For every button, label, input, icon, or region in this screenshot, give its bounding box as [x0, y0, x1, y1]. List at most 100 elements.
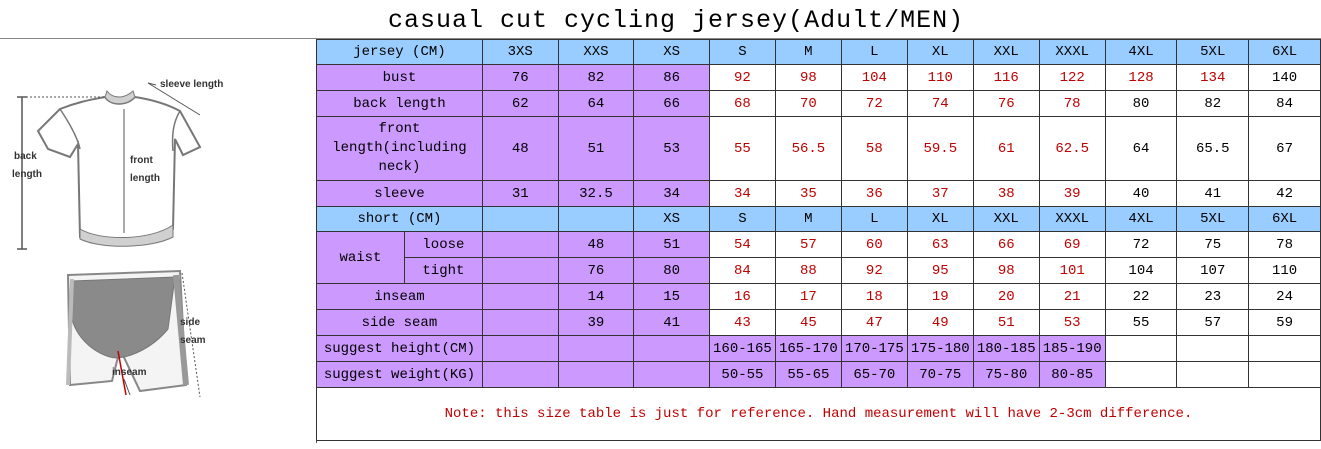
size-cell: S: [708, 206, 776, 232]
reference-note: Note: this size table is just for refere…: [316, 387, 1321, 441]
value-cell: 70: [774, 90, 842, 117]
value-cell: 55: [1104, 309, 1178, 336]
value-cell: 76: [972, 90, 1040, 117]
value-cell: 48: [557, 231, 635, 258]
value-cell: 76: [481, 64, 559, 91]
value-cell: [481, 257, 559, 284]
value-cell: 175-180: [906, 335, 974, 362]
value-cell: 82: [557, 64, 635, 91]
value-cell: [481, 231, 559, 258]
size-cell: [557, 206, 635, 232]
value-cell: 21: [1038, 283, 1106, 310]
value-cell: [633, 361, 710, 388]
value-cell: 18: [840, 283, 908, 310]
value-cell: 65-70: [840, 361, 908, 388]
jersey-header-label: jersey (CM): [316, 39, 483, 65]
value-cell: 39: [1038, 180, 1106, 207]
front-length-row: front length(including neck) 48 51 53 55…: [316, 116, 1321, 181]
size-cell: XXL: [972, 39, 1040, 65]
value-cell: 16: [708, 283, 776, 310]
value-cell: 59: [1248, 309, 1321, 336]
value-cell: 47: [840, 309, 908, 336]
value-cell: 140: [1248, 64, 1321, 91]
size-cell: L: [840, 206, 908, 232]
value-cell: 56.5: [774, 116, 842, 181]
row-label: suggest weight(KG): [316, 361, 483, 388]
value-cell: 43: [708, 309, 776, 336]
back-length-label-2: length: [12, 169, 42, 180]
sleeve-row: sleeve 31 32.5 34 34 35 36 37 38 39 40 4…: [316, 180, 1321, 207]
jersey-header-row: jersey (CM) 3XS XXS XS S M L XL XXL XXXL…: [316, 39, 1321, 65]
value-cell: [1104, 335, 1178, 362]
value-cell: [633, 335, 710, 362]
value-cell: 53: [633, 116, 710, 181]
value-cell: [1176, 335, 1250, 362]
value-cell: 20: [972, 283, 1040, 310]
value-cell: 60: [840, 231, 908, 258]
size-cell: XL: [906, 39, 974, 65]
value-cell: 78: [1038, 90, 1106, 117]
value-cell: 24: [1248, 283, 1321, 310]
value-cell: 110: [1248, 257, 1321, 284]
value-cell: 58: [840, 116, 908, 181]
value-cell: 80: [1104, 90, 1178, 117]
value-cell: 122: [1038, 64, 1106, 91]
value-cell: 57: [1176, 309, 1250, 336]
value-cell: 88: [774, 257, 842, 284]
value-cell: 75-80: [972, 361, 1040, 388]
inseam-row: inseam 14 15 16 17 18 19 20 21 22 23 24: [316, 283, 1321, 310]
value-cell: [1176, 361, 1250, 388]
title-divider: [0, 38, 1321, 39]
value-cell: 180-185: [972, 335, 1040, 362]
size-cell: XXXL: [1038, 39, 1106, 65]
size-cell: [481, 206, 559, 232]
row-label: side seam: [316, 309, 483, 336]
value-cell: 104: [840, 64, 908, 91]
value-cell: [1104, 361, 1178, 388]
value-cell: 67: [1248, 116, 1321, 181]
size-cell: 5XL: [1176, 206, 1250, 232]
value-cell: 55-65: [774, 361, 842, 388]
value-cell: 86: [633, 64, 710, 91]
value-cell: 61: [972, 116, 1040, 181]
jersey-figure: [17, 82, 202, 250]
value-cell: [481, 335, 559, 362]
value-cell: 34: [633, 180, 710, 207]
row-label: bust: [316, 64, 483, 91]
size-cell: S: [708, 39, 776, 65]
value-cell: 116: [972, 64, 1040, 91]
value-cell: 39: [557, 309, 635, 336]
waist-tight-row: tight 76 80 84 88 92 95 98 101 104 107 1…: [317, 257, 1321, 284]
value-cell: 40: [1104, 180, 1178, 207]
value-cell: 80: [633, 257, 710, 284]
value-cell: [1248, 361, 1321, 388]
value-cell: 19: [906, 283, 974, 310]
value-cell: 15: [633, 283, 710, 310]
value-cell: 37: [906, 180, 974, 207]
value-cell: 14: [557, 283, 635, 310]
value-cell: 70-75: [906, 361, 974, 388]
value-cell: 59.5: [906, 116, 974, 181]
value-cell: 128: [1104, 64, 1178, 91]
value-cell: 51: [557, 116, 635, 181]
size-cell: XL: [906, 206, 974, 232]
value-cell: 57: [774, 231, 842, 258]
suggest-height-row: suggest height(CM) 160-165 165-170 170-1…: [316, 335, 1321, 362]
value-cell: 63: [906, 231, 974, 258]
value-cell: 84: [1248, 90, 1321, 117]
value-cell: 72: [1104, 231, 1178, 258]
short-header-label: short (CM): [316, 206, 483, 232]
side-seam-label-2: seam: [180, 335, 206, 346]
value-cell: 107: [1176, 257, 1250, 284]
size-cell: 4XL: [1104, 39, 1178, 65]
value-cell: 53: [1038, 309, 1106, 336]
value-cell: 82: [1176, 90, 1250, 117]
size-cell: 5XL: [1176, 39, 1250, 65]
value-cell: 32.5: [557, 180, 635, 207]
value-cell: 75: [1176, 231, 1250, 258]
value-cell: 55: [708, 116, 776, 181]
value-cell: 35: [774, 180, 842, 207]
value-cell: 69: [1038, 231, 1106, 258]
value-cell: 98: [774, 64, 842, 91]
row-label: suggest height(CM): [316, 335, 483, 362]
